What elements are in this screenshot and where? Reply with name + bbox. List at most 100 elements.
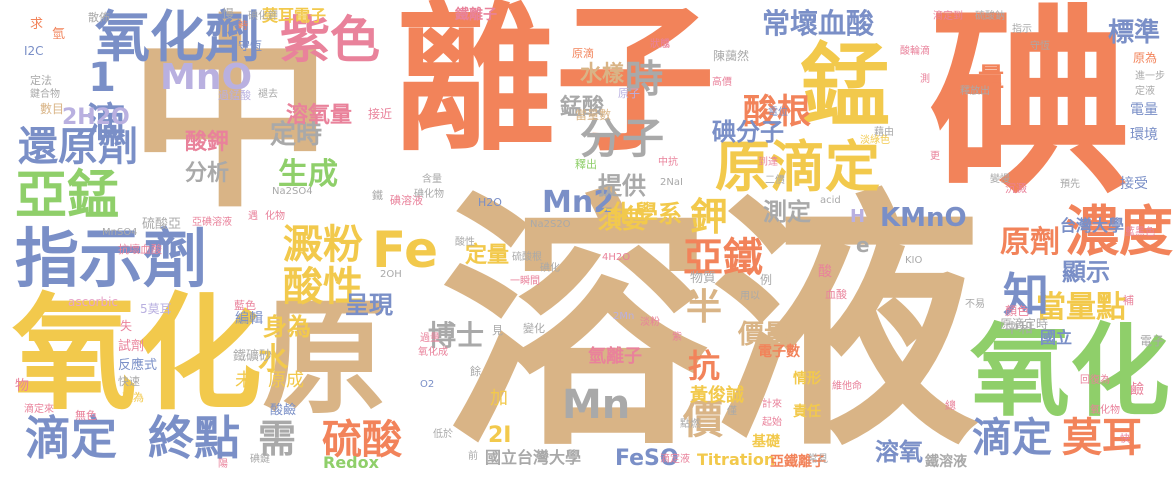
word-jia2: 價	[683, 397, 723, 443]
word-yushuai: 餘	[470, 365, 481, 378]
word-xuesuan: 血酸	[825, 288, 847, 301]
word-ting: 褪去	[258, 89, 278, 100]
word-shuiyang: 水樣	[580, 62, 625, 87]
word-dianrongye: 碘溶液	[390, 194, 423, 207]
word-yameng: 亞錳	[15, 166, 120, 226]
word-dianfen: 澱粉	[283, 222, 363, 268]
word-jinyibu: 進一步	[1135, 71, 1165, 82]
word-i2c: I2C	[24, 44, 44, 58]
word-qidian: 起始	[762, 417, 782, 428]
word-yatielizi: 亞鐵離子	[770, 454, 826, 470]
word-fe: Fe	[372, 221, 439, 279]
word-dianzi: 電子	[1140, 334, 1165, 348]
word-genghuan: 變慢	[990, 174, 1010, 185]
word-o2: O2	[420, 379, 435, 390]
word-weiwei: 蓋為	[122, 391, 144, 404]
word-h: H	[850, 206, 866, 227]
word-danfen: 淡粉	[640, 317, 660, 328]
word-buyi: 不易	[965, 299, 985, 310]
word-diandanfenzi: 碘分子	[712, 118, 784, 146]
word-shumu: 數目	[40, 102, 65, 116]
word-guoli: 國立	[1040, 328, 1073, 347]
word-yongyi: 用以	[740, 291, 760, 302]
word-suanxingtie: 酸性	[455, 237, 475, 248]
word-fangshi: 釋放出	[960, 86, 990, 97]
word-ascorbic: ascorbic	[68, 295, 119, 309]
word-shouheng: 守恆	[238, 39, 263, 53]
word-tielizi: 鐵離子	[455, 7, 497, 23]
word-wu: 物	[15, 378, 29, 394]
word-tierongye: 鐵溶液	[925, 454, 967, 470]
word-dianwei: 電位	[768, 107, 788, 118]
word-yanghua-right: 氧化	[970, 313, 1170, 430]
word-jichu: 基礎	[752, 434, 780, 450]
word-redox: Redox	[323, 453, 379, 472]
word-weihuashi: 未	[235, 370, 253, 391]
word-jin: 僅	[727, 406, 737, 417]
word-qingxing: 情形	[793, 371, 821, 387]
word-suanjia: 酸鉀	[185, 130, 230, 155]
word-shengcheng: 生成	[278, 157, 338, 192]
word-lizi: 離子	[395, 0, 716, 173]
word-nongdu: 濃度	[1065, 200, 1173, 263]
word-jiehefen: 鍵合物	[30, 89, 60, 100]
word-kuaisu: 快速	[118, 375, 140, 388]
word-dianliang: 電量	[1130, 102, 1158, 118]
word-taiwandaxue: 台灣大學	[1060, 216, 1125, 235]
word-yipiao: 一瞬間	[510, 276, 540, 287]
word-dian: 碘	[930, 0, 1131, 221]
word-na2so4: Na2SO4	[272, 186, 313, 197]
word-yuanji: 原劑	[1000, 225, 1060, 260]
word-liuhua: 硫酸亞	[142, 217, 182, 232]
word-zhongkang: 中抗	[658, 157, 678, 168]
word-huaxuexi: 化學系	[610, 200, 682, 228]
word-na2nai: 2NaI	[660, 177, 683, 188]
word-dingdingye: 滴定液	[660, 454, 690, 465]
word-diyu: 低於	[433, 429, 453, 440]
word-chang: 常見	[808, 454, 828, 465]
word-yanghuaji: 氧化劑	[95, 5, 261, 69]
word-shui: 水	[258, 342, 288, 377]
word-suanxing: 酸性	[283, 264, 363, 310]
word-yuanwei: 原為	[1133, 51, 1158, 65]
word-ban: 半	[686, 287, 723, 328]
word-i2-2: 2I	[488, 423, 512, 448]
word-gaojia: 高價	[712, 77, 732, 88]
word-moerdianzi: 莫耳電子	[262, 6, 327, 25]
word-huajie: 化物	[265, 211, 285, 222]
word-li: 例	[760, 273, 773, 287]
word-na2s2o: Na2S2O	[530, 219, 571, 230]
word-zong: 總	[945, 399, 956, 412]
word-dingfa: 定法	[30, 74, 52, 87]
word-cedd: 測	[920, 74, 930, 85]
word-tiekuang: 鐵礦砂	[233, 349, 273, 364]
word-qian: 前	[468, 451, 478, 462]
word-cedding: 測定	[763, 198, 811, 226]
word-huifu: 回復為	[1080, 375, 1110, 386]
word-mnso4: MnSO4	[102, 227, 138, 238]
word-dianbai: 碘鍵	[250, 454, 270, 465]
word-jian2: 見	[492, 324, 503, 337]
word-fanyingshi: 反應式	[118, 358, 158, 373]
word-dangliangdian: 當量點	[1036, 290, 1126, 325]
word-weishengming: 維他命	[832, 381, 862, 392]
word-h2o2: 2H2O	[62, 105, 130, 130]
word-mn2b: 2Mn	[613, 311, 635, 322]
word-shouheng2: 守恆	[1030, 41, 1050, 52]
word-xu: 需	[258, 417, 297, 461]
word-zhong: 中	[128, 0, 333, 236]
word-guoliang: 過量	[420, 333, 440, 344]
word-yidi: 1滴	[79, 55, 125, 141]
word-wuse: 無色	[75, 409, 97, 422]
word-tigong: 提供	[598, 172, 646, 200]
word-geng: 更	[930, 151, 940, 162]
word-biantiao: 變化	[523, 322, 545, 335]
word-man: 慢	[222, 7, 235, 21]
word-huanjing: 環境	[1130, 127, 1158, 143]
word-ohh: 2OH	[380, 269, 402, 280]
word-yanghuawu: 氧化物	[1090, 405, 1120, 416]
word-dianhuawu: 碘化物	[414, 189, 444, 200]
word-dianhua: 碘化	[540, 263, 560, 274]
word-acid: acid	[820, 195, 841, 206]
